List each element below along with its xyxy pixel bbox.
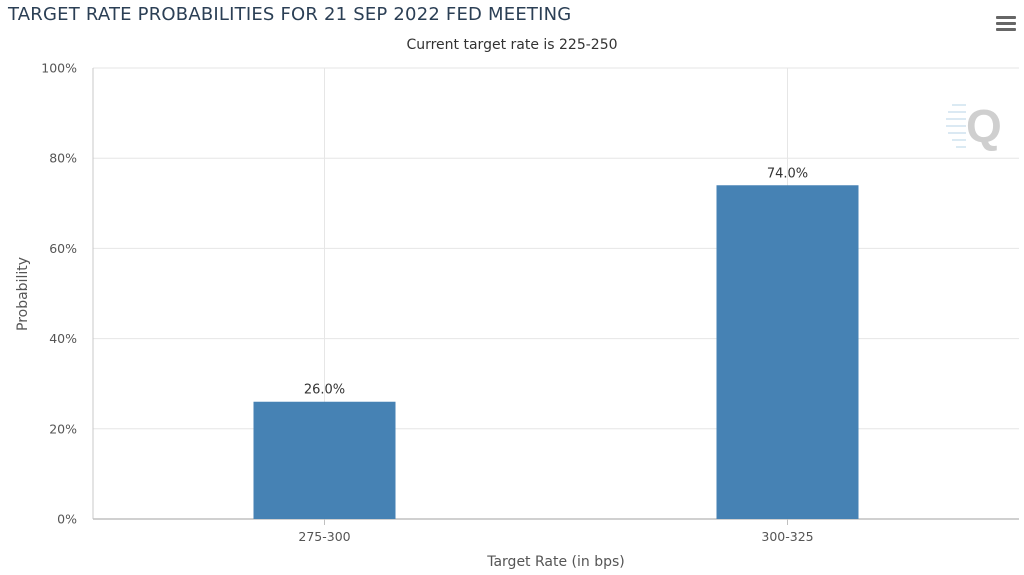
bars <box>253 185 859 519</box>
y-tick-label: 20% <box>49 421 77 436</box>
y-tick-label: 80% <box>49 151 77 166</box>
y-axis-title: Probability <box>15 257 31 331</box>
grid <box>93 67 1019 519</box>
x-tick-label: 275-300 <box>298 529 350 544</box>
y-tick-label: 0% <box>57 512 77 527</box>
chart-title: TARGET RATE PROBABILITIES FOR 21 SEP 202… <box>8 4 572 25</box>
y-tick-label: 40% <box>49 331 77 346</box>
q-logo-icon: Q <box>946 100 1002 152</box>
bar-275-300[interactable] <box>253 401 396 519</box>
hamburger-menu-icon[interactable] <box>994 14 1018 34</box>
data-label: 74.0% <box>767 166 808 181</box>
axes <box>92 68 1019 525</box>
chart-subtitle: Current target rate is 225-250 <box>406 37 618 53</box>
x-tick-label: 300-325 <box>761 529 813 544</box>
labels: 0% 20% 40% 60% 80% 100% 26.0% 275-300 74.0% 300-3… <box>41 61 813 545</box>
x-axis-title: Target Rate (in bps) <box>486 554 625 570</box>
svg-text:Q: Q <box>966 100 1002 152</box>
data-label: 26.0% <box>304 383 345 398</box>
y-tick-label: 100% <box>41 61 77 76</box>
bar-300-325[interactable] <box>716 185 859 519</box>
y-tick-label: 60% <box>49 241 77 256</box>
